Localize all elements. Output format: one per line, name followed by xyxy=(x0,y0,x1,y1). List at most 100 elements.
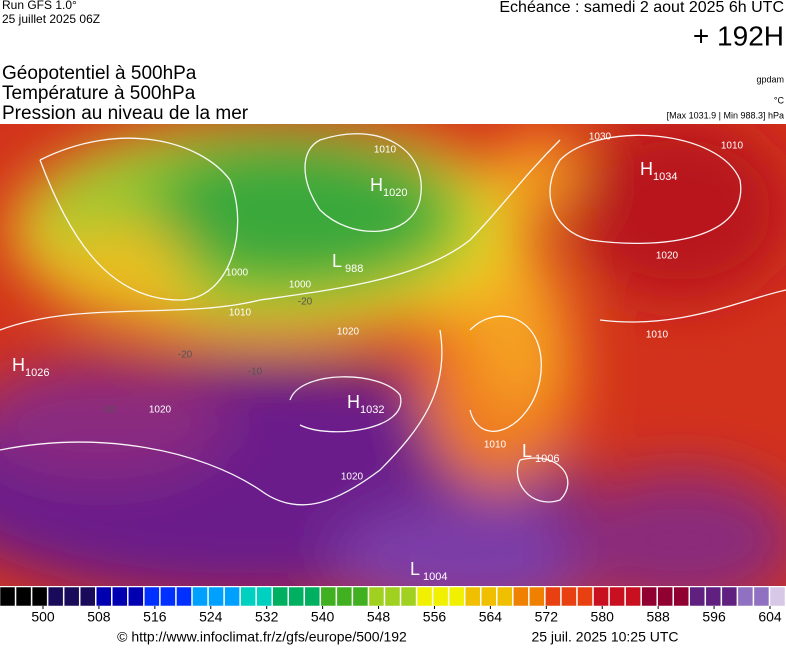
colorbar-swatch xyxy=(673,586,690,607)
colorbar-swatch xyxy=(79,586,96,607)
temperature-label: -10 xyxy=(248,367,263,378)
colorbar-swatch xyxy=(689,586,706,607)
center-type: L xyxy=(332,251,342,271)
colorbar-swatch xyxy=(641,586,657,607)
colorbar-swatch xyxy=(352,586,369,607)
center-type: H xyxy=(370,175,383,195)
colorbar-swatch xyxy=(609,586,625,607)
colorbar-swatch xyxy=(480,586,497,607)
colorbar-swatch xyxy=(224,586,240,607)
title-geopotential: Géopotentiel à 500hPa xyxy=(2,63,197,84)
isobar-label: 1020 xyxy=(149,405,172,416)
isobar-label: 1020 xyxy=(656,251,679,262)
colorbar-swatch xyxy=(561,586,577,607)
isobar-label: 1010 xyxy=(721,141,744,152)
colorbar-swatch xyxy=(15,586,32,607)
colorbar-swatch xyxy=(577,586,593,607)
colorbar-swatch xyxy=(432,586,449,607)
temperature-label: -20 xyxy=(178,350,193,361)
colorbar-tick-label: 572 xyxy=(535,609,559,625)
temperature-label: -20 xyxy=(298,297,313,308)
colorbar-swatch xyxy=(529,586,545,607)
isobar-label: 1010 xyxy=(484,440,507,451)
colorbar-tick-label: 556 xyxy=(423,609,447,625)
unit-geopotential: gpdam xyxy=(756,74,784,84)
colorbar-swatch xyxy=(464,586,481,607)
lead-time: + 192H xyxy=(693,20,784,51)
center-type: L xyxy=(522,441,532,461)
colorbar-swatch xyxy=(240,586,256,607)
title-temperature: Température à 500hPa xyxy=(2,83,196,104)
center-value: 1034 xyxy=(653,171,677,183)
colorbar-tick-label: 516 xyxy=(143,609,167,625)
colorbar-swatch xyxy=(208,586,224,607)
colorbar-swatch xyxy=(336,586,353,607)
colorbar-swatch xyxy=(721,586,738,607)
footer-source: © http://www.infoclimat.fr/z/gfs/europe/… xyxy=(117,629,407,645)
colorbar-tick-label: 548 xyxy=(367,609,391,625)
colorbar-swatch xyxy=(400,586,417,607)
isobar-label: 1020 xyxy=(337,327,360,338)
colorbar-tick-label: 564 xyxy=(479,609,503,625)
colorbar-swatch xyxy=(112,586,128,607)
colorbar-swatch xyxy=(769,586,786,607)
colorbar-swatch xyxy=(737,586,754,607)
isobar-label: 1000 xyxy=(226,268,249,279)
colorbar: 500 508 516 524 532 540 548 556 564 572 580 588 596 6… xyxy=(0,586,786,625)
center-type: H xyxy=(347,392,360,412)
colorbar-swatch xyxy=(47,586,64,607)
run-label: Run GFS 1.0° xyxy=(2,0,77,12)
run-date: 25 juillet 2025 06Z xyxy=(2,12,100,26)
colorbar-swatch xyxy=(448,586,465,607)
colorbar-tick-label: 532 xyxy=(255,609,279,625)
colorbar-swatch xyxy=(304,586,321,607)
colorbar-swatch xyxy=(705,586,722,607)
colorbar-tick-label: 540 xyxy=(311,609,335,625)
colorbar-swatch xyxy=(320,586,337,607)
colorbar-swatch xyxy=(753,586,770,607)
colorbar-swatch xyxy=(625,586,641,607)
colorbar-swatch xyxy=(497,586,513,607)
colorbar-tick-label: 524 xyxy=(199,609,223,625)
colorbar-swatch xyxy=(384,586,401,607)
colorbar-swatch xyxy=(31,586,48,607)
center-value: 1026 xyxy=(25,367,49,379)
colorbar-swatch xyxy=(368,586,385,607)
colorbar-swatch xyxy=(272,586,288,607)
colorbar-tick-label: 508 xyxy=(87,609,111,625)
temperature-label: -10 xyxy=(101,405,116,416)
center-value: 1006 xyxy=(535,453,559,465)
center-value: 988 xyxy=(345,263,363,275)
forecast-time: Echéance : samedi 2 aout 2025 6h UTC xyxy=(499,0,784,16)
colorbar-swatch xyxy=(288,586,305,607)
center-type: H xyxy=(12,355,25,375)
colorbar-swatch xyxy=(0,586,16,607)
colorbar-swatch xyxy=(657,586,673,607)
colorbar-swatch xyxy=(144,586,160,607)
colorbar-swatch xyxy=(63,586,80,607)
isobar-label: 1020 xyxy=(341,472,364,483)
colorbar-tick-label: 604 xyxy=(758,609,782,625)
isobar-label: 1000 xyxy=(289,280,312,291)
colorbar-swatch xyxy=(545,586,561,607)
footer-timestamp: 25 juil. 2025 10:25 UTC xyxy=(531,629,678,645)
center-value: 1020 xyxy=(383,187,407,199)
unit-temperature: °C xyxy=(774,95,785,105)
colorbar-swatch xyxy=(513,586,529,607)
colorbar-swatch xyxy=(416,586,433,607)
unit-pressure: [Max 1031.9 | Min 988.3] hPa xyxy=(667,110,784,120)
colorbar-tick-label: 596 xyxy=(702,609,726,625)
title-pressure: Pression au niveau de la mer xyxy=(2,103,249,124)
isobar-label: 1030 xyxy=(589,132,612,143)
colorbar-swatch xyxy=(176,586,192,607)
colorbar-swatch xyxy=(593,586,609,607)
colorbar-swatch xyxy=(160,586,176,607)
center-type: L xyxy=(410,559,420,579)
colorbar-tick-label: 588 xyxy=(646,609,670,625)
colorbar-swatch xyxy=(95,586,112,607)
colorbar-swatch xyxy=(256,586,272,607)
map xyxy=(0,124,786,586)
colorbar-swatch xyxy=(128,586,144,607)
